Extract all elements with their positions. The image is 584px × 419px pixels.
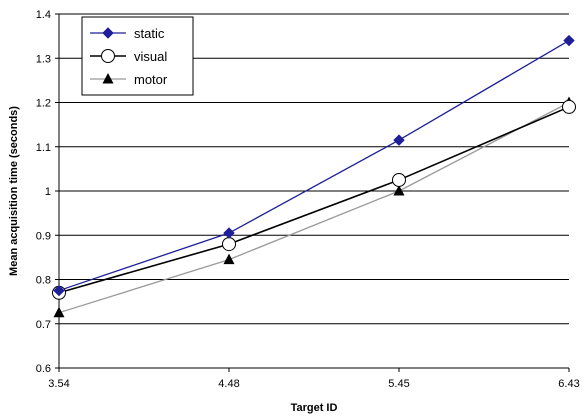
series-motor [58, 101, 570, 314]
data-point-static [393, 134, 405, 146]
legend-item-motor: motor [90, 72, 168, 87]
y-tick-label: 1.4 [36, 9, 51, 21]
x-tick-label: 6.43 [558, 378, 579, 390]
legend: static visual motor [81, 16, 194, 96]
series-line-visual [58, 106, 570, 294]
series-visual [58, 106, 570, 294]
legend-label: visual [134, 49, 167, 64]
y-tick-label: 1.1 [36, 142, 51, 154]
x-axis-title: Target ID [291, 402, 338, 414]
data-point-motor [53, 306, 65, 318]
data-point-static [53, 284, 65, 297]
legend-marker-motor [102, 73, 114, 84]
data-point-static [223, 227, 235, 239]
series-static [58, 39, 570, 292]
data-point-motor [393, 185, 405, 196]
y-tick-label: 0.9 [36, 230, 51, 242]
series-markers-visual [52, 99, 576, 300]
y-tick-label: 0.6 [36, 363, 51, 375]
series-line-motor [58, 101, 570, 314]
data-point-visual [562, 99, 576, 114]
legend-item-visual: visual [90, 49, 167, 64]
y-tick-label: 1.3 [36, 53, 51, 65]
y-axis-title: Mean acquisition time (seconds) [8, 106, 20, 276]
series-markers-motor [53, 96, 575, 318]
data-point-static [563, 34, 575, 47]
x-tick-label: 4.48 [218, 378, 239, 390]
data-point-motor [223, 253, 235, 265]
data-point-visual [392, 172, 406, 187]
series-markers-static [53, 34, 575, 297]
legend-marker-static [102, 27, 114, 39]
legend-marker-visual [101, 49, 115, 63]
legend-label: static [134, 26, 165, 41]
y-tick-label: 1 [45, 186, 51, 198]
tick-labels: 0.6 0.7 0.8 0.9 1 1.1 1.2 1.3 1.4 3.54 4.48 5.45 6.4… [36, 9, 580, 390]
series-line-static [58, 39, 570, 292]
x-tick-label: 3.54 [48, 378, 69, 390]
legend-item-static: static [90, 26, 165, 41]
x-tick-label: 5.45 [388, 378, 409, 390]
y-tick-label: 1.2 [36, 98, 51, 110]
legend-label: motor [134, 72, 168, 87]
y-tick-label: 0.8 [36, 275, 51, 287]
data-point-visual [222, 237, 236, 252]
series-lines [52, 34, 576, 318]
y-tick-label: 0.7 [36, 319, 51, 331]
